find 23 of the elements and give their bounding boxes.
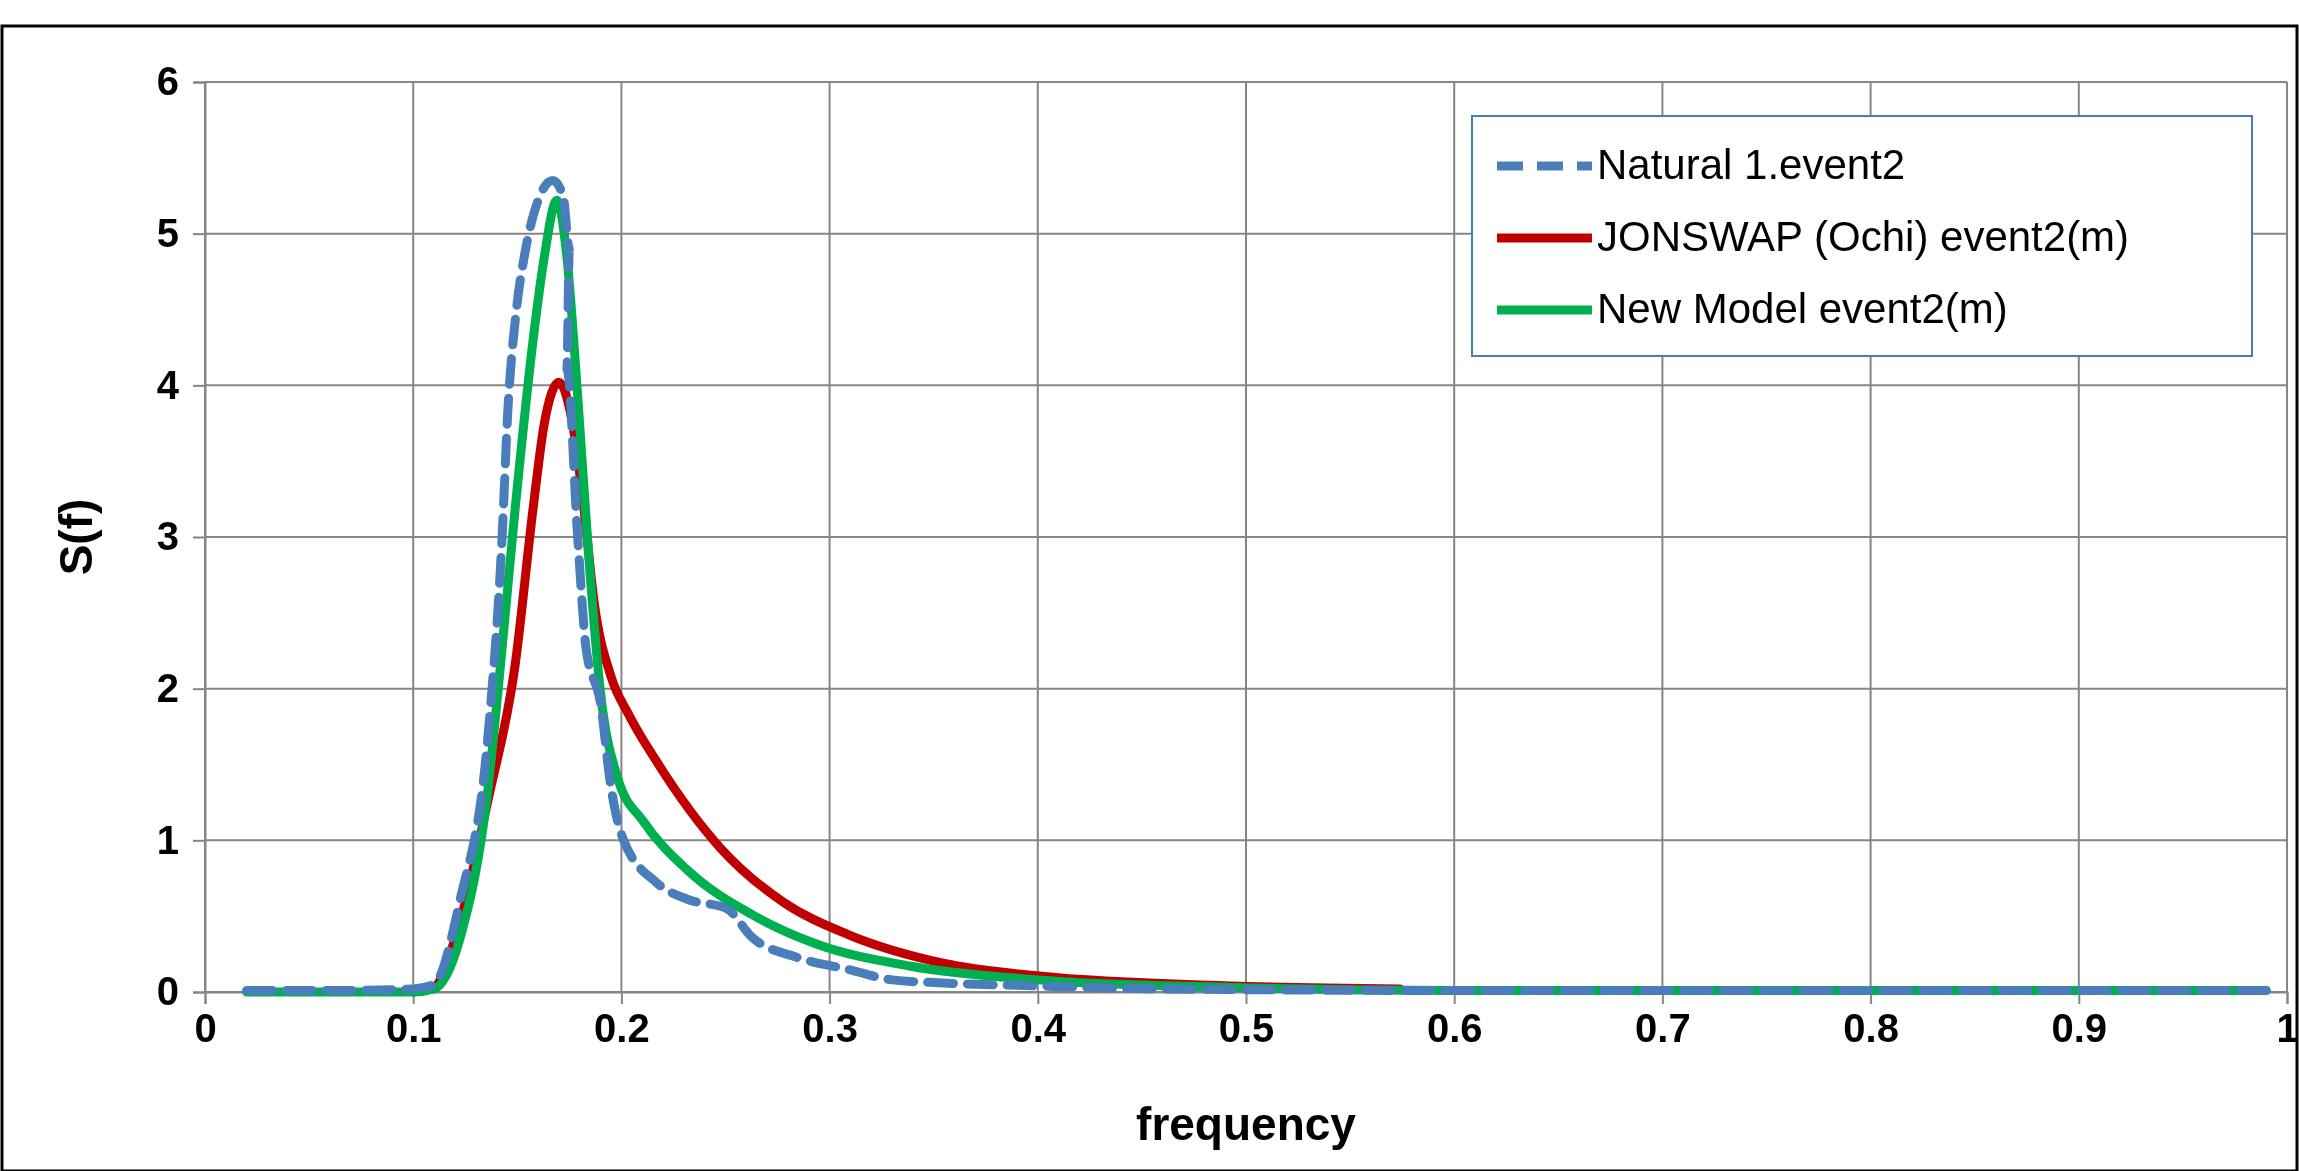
x-tick-label: 0.3: [802, 1006, 858, 1051]
y-tick-label: 3: [156, 514, 179, 559]
y-axis-title: S(f): [50, 498, 102, 576]
legend-label: Natural 1.event2: [1597, 141, 1906, 188]
y-tick-label: 6: [156, 59, 179, 104]
x-tick-label: 0: [194, 1006, 217, 1051]
legend-label: New Model event2(m): [1597, 285, 2008, 332]
x-tick-label: 0.8: [1843, 1006, 1899, 1051]
y-tick-label: 1: [156, 817, 179, 862]
legend-label: JONSWAP (Ochi) event2(m): [1597, 213, 2130, 260]
x-tick-label: 0.9: [2051, 1006, 2108, 1051]
x-tick-label: 0.4: [1010, 1006, 1067, 1051]
x-tick-label: 0.1: [385, 1006, 442, 1051]
y-tick-label: 0: [156, 969, 179, 1014]
y-tick-label: 5: [156, 210, 179, 255]
x-axis-title: frequency: [1136, 1098, 1357, 1150]
y-tick-label: 4: [156, 362, 180, 407]
x-tick-label: 0.6: [1426, 1006, 1483, 1051]
x-tick-label: 0.5: [1218, 1006, 1275, 1051]
x-tick-label: 1: [2276, 1006, 2299, 1051]
x-tick-label: 0.7: [1635, 1006, 1691, 1051]
y-tick-label: 2: [156, 665, 179, 710]
x-tick-label: 0.2: [594, 1006, 650, 1051]
